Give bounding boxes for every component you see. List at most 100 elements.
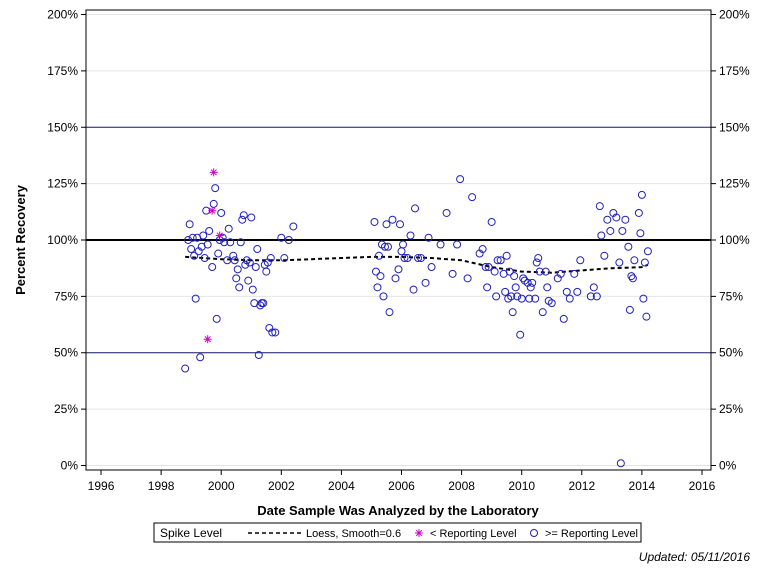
data-point-circle bbox=[203, 240, 212, 249]
data-point-circle bbox=[251, 263, 260, 272]
data-point-circle bbox=[181, 364, 190, 373]
data-point-circle bbox=[391, 274, 400, 283]
y-tick-label-right: 175% bbox=[719, 64, 750, 78]
data-point-circle bbox=[615, 258, 624, 267]
data-point-circle bbox=[642, 312, 651, 321]
data-point-circle bbox=[526, 283, 535, 292]
x-tick-label: 2006 bbox=[388, 479, 415, 493]
x-axis-title: Date Sample Was Analyzed by the Laborato… bbox=[257, 503, 539, 518]
data-point-circle bbox=[238, 215, 247, 224]
data-point-circle bbox=[411, 204, 420, 213]
data-point-circle bbox=[188, 233, 197, 242]
data-point-circle bbox=[570, 269, 579, 278]
data-point-circle bbox=[233, 265, 242, 274]
data-point-circle bbox=[531, 294, 540, 303]
data-point-circle bbox=[241, 260, 250, 269]
data-point-circle bbox=[232, 274, 241, 283]
data-point-circle bbox=[502, 251, 511, 260]
data-point-circle bbox=[424, 233, 433, 242]
data-point-circle bbox=[417, 254, 426, 263]
y-tick-label-right: 25% bbox=[719, 402, 743, 416]
data-point-star bbox=[203, 335, 212, 344]
y-tick-label-left: 25% bbox=[54, 402, 78, 416]
y-tick-label-right: 50% bbox=[719, 346, 743, 360]
y-tick-label-right: 0% bbox=[719, 458, 737, 472]
data-point-circle bbox=[636, 229, 645, 238]
data-point-circle bbox=[483, 283, 492, 292]
data-point-circle bbox=[478, 245, 487, 254]
data-point-circle bbox=[643, 247, 652, 256]
data-point-circle bbox=[606, 226, 615, 235]
data-point-circle bbox=[627, 272, 636, 281]
data-point-circle bbox=[370, 217, 379, 226]
data-point-circle bbox=[510, 272, 519, 281]
data-point-circle bbox=[468, 193, 477, 202]
data-point-circle bbox=[212, 314, 221, 323]
data-point-circle bbox=[595, 202, 604, 211]
data-point-circle bbox=[519, 274, 528, 283]
data-point-circle bbox=[543, 283, 552, 292]
data-point-circle bbox=[421, 278, 430, 287]
data-point-circle bbox=[205, 226, 214, 235]
data-point-circle bbox=[247, 213, 256, 222]
data-point-circle bbox=[576, 256, 585, 265]
data-point-circle bbox=[371, 267, 380, 276]
data-point-circle bbox=[230, 256, 239, 265]
data-point-circle bbox=[277, 233, 286, 242]
y-axis-right: 0% 25% 50% 75% 100% 125% 150% 175% 200% bbox=[711, 8, 750, 472]
data-point-circle bbox=[427, 263, 436, 272]
data-point-circle bbox=[397, 247, 406, 256]
data-point-circle bbox=[448, 269, 457, 278]
y-tick-label-left: 150% bbox=[47, 120, 78, 134]
data-point-circle bbox=[603, 215, 612, 224]
data-point-circle bbox=[248, 285, 257, 294]
legend-box bbox=[153, 522, 642, 543]
data-point-circle bbox=[501, 287, 510, 296]
data-point-circle bbox=[196, 353, 205, 362]
data-point-circle bbox=[211, 184, 220, 193]
data-point-circle bbox=[592, 292, 601, 301]
legend-loess-label: Loess, Smooth=0.6 bbox=[306, 528, 401, 540]
data-point-circle bbox=[374, 251, 383, 260]
data-point-circle bbox=[573, 287, 582, 296]
y-tick-label-left: 0% bbox=[61, 458, 79, 472]
data-point-circle bbox=[586, 292, 595, 301]
legend-star-glyph bbox=[415, 529, 423, 537]
data-point-circle bbox=[484, 263, 493, 272]
data-point-circle bbox=[262, 267, 271, 276]
y-tick-label-right: 150% bbox=[719, 120, 750, 134]
data-point-circle bbox=[621, 215, 630, 224]
legend-title: Spike Level bbox=[160, 526, 222, 540]
data-point-circle bbox=[481, 263, 490, 272]
data-point-circle bbox=[511, 283, 520, 292]
data-point-circle bbox=[639, 294, 648, 303]
reference-lines bbox=[86, 126, 711, 354]
data-point-circle bbox=[517, 294, 526, 303]
data-point-circle bbox=[185, 220, 194, 229]
data-point-circle bbox=[394, 265, 403, 274]
y-tick-label-left: 200% bbox=[47, 8, 78, 22]
y-tick-label-right: 75% bbox=[719, 289, 743, 303]
data-point-circle bbox=[214, 249, 223, 258]
data-point-circle bbox=[208, 263, 217, 272]
loess-line bbox=[185, 255, 649, 274]
data-point-circle bbox=[505, 267, 514, 276]
x-tick-label: 2016 bbox=[689, 479, 716, 493]
y-tick-label-left: 125% bbox=[47, 177, 78, 191]
data-point-circle bbox=[253, 245, 262, 254]
data-point-circle bbox=[597, 231, 606, 240]
x-axis: 1996 1998 2000 2002 2004 2006 2008 2010 2012 2014… bbox=[88, 470, 716, 493]
data-point-circle bbox=[382, 220, 391, 229]
x-tick-label: 2008 bbox=[448, 479, 475, 493]
data-point-circle bbox=[547, 299, 556, 308]
y-tick-label-left: 175% bbox=[47, 64, 78, 78]
data-point-circle bbox=[383, 242, 392, 251]
data-point-circle bbox=[463, 274, 472, 283]
y-tick-label-right: 200% bbox=[719, 8, 750, 22]
data-point-circle bbox=[380, 242, 389, 251]
data-point-circle bbox=[191, 294, 200, 303]
data-point-circle bbox=[409, 285, 418, 294]
data-point-circle bbox=[271, 328, 280, 337]
data-point-star bbox=[209, 168, 218, 177]
